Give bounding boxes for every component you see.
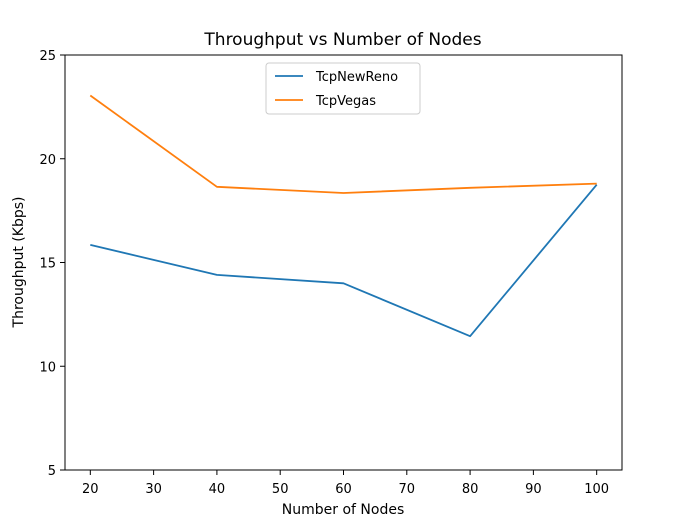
legend-label: TcpVegas (315, 94, 376, 109)
legend-box (265, 62, 421, 115)
series-line-tcpnewreno (90, 184, 598, 338)
chart-title: Throughput vs Number of Nodes (203, 30, 481, 50)
y-tick-label: 25 (39, 49, 56, 64)
x-tick-label: 70 (399, 482, 416, 497)
x-axis-label: Number of Nodes (282, 502, 404, 518)
y-tick-label: 20 (39, 153, 56, 168)
plot-frame (64, 54, 623, 471)
x-tick-label: 40 (209, 482, 226, 497)
series-line-tcpvegas (89, 94, 597, 194)
x-tick-label: 80 (462, 482, 479, 497)
y-tick-label: 10 (39, 360, 56, 375)
x-tick-label: 30 (145, 482, 162, 497)
x-tick-label: 50 (272, 482, 289, 497)
legend: TcpNewReno TcpVegas (265, 62, 421, 115)
x-tick-label: 90 (525, 482, 542, 497)
series-lines (89, 94, 598, 338)
y-axis: 5 10 15 20 25 (39, 49, 65, 479)
legend-label: TcpNewReno (315, 70, 398, 85)
x-tick-label: 60 (335, 482, 352, 497)
y-tick-label: 15 (39, 257, 56, 272)
y-axis-label: Throughput (Kbps) (11, 197, 27, 329)
x-tick-label: 100 (584, 482, 609, 497)
y-tick-label: 5 (48, 464, 56, 479)
x-tick-label: 20 (82, 482, 99, 497)
x-axis: 20 30 40 50 60 70 80 90 100 (82, 470, 609, 497)
